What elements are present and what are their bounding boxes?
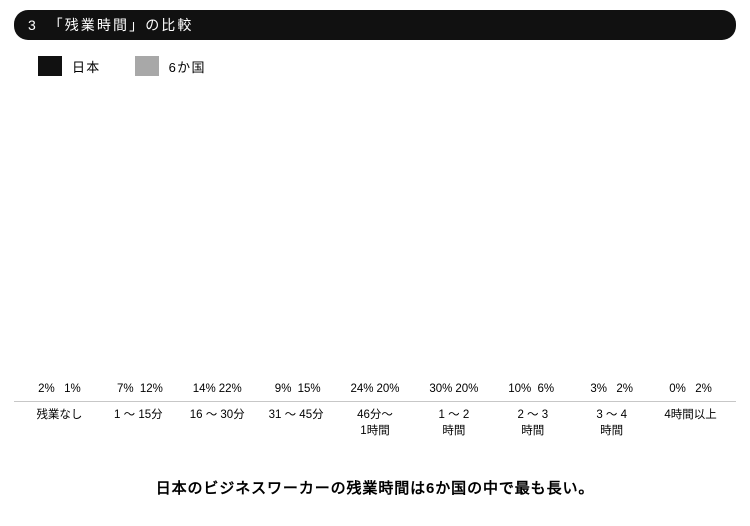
bar-value-label: 10% — [508, 383, 531, 395]
chart-title-bar: 3 「残業時間」の比較 — [14, 10, 736, 40]
bar-value-label: 3% — [590, 383, 607, 395]
chart-caption: 日本のビジネスワーカーの残業時間は6か国の中で最も長い。 — [0, 477, 750, 498]
bar-value-label: 2% — [695, 383, 712, 395]
bar-value-label: 24% — [350, 383, 373, 395]
chart-plot: 2%1%7%12%14%22%9%15%24%20%30%20%10%6%3%2… — [14, 62, 736, 402]
bar-value-label: 12% — [140, 383, 163, 395]
chart-area: 2%1%7%12%14%22%9%15%24%20%30%20%10%6%3%2… — [14, 62, 736, 452]
xaxis-label: 3 ～ 4 時間 — [572, 408, 651, 439]
bar-value-label: 30% — [429, 383, 452, 395]
bar-value-label: 20% — [376, 383, 399, 395]
xaxis-label: 46分～ 1時間 — [336, 408, 415, 439]
bar-value-label: 1% — [64, 383, 81, 395]
bar-value-label: 0% — [669, 383, 686, 395]
title-number: 3 — [28, 17, 37, 33]
xaxis-label: 1 ～ 2 時間 — [414, 408, 493, 439]
xaxis-label: 4時間以上 — [651, 408, 730, 439]
bar-value-label: 6% — [537, 383, 554, 395]
bar-value-label: 22% — [219, 383, 242, 395]
xaxis-label: 2 ～ 3 時間 — [493, 408, 572, 439]
bar-value-label: 15% — [298, 383, 321, 395]
chart-xaxis: 残業なし1 ～ 15分16 ～ 30分31 ～ 45分46分～ 1時間1 ～ 2… — [14, 402, 736, 439]
bar-value-label: 2% — [616, 383, 633, 395]
xaxis-label: 残業なし — [20, 408, 99, 439]
bar-value-label: 9% — [275, 383, 292, 395]
bar-value-label: 7% — [117, 383, 134, 395]
bar-value-label: 2% — [38, 383, 55, 395]
bar-value-label: 14% — [193, 383, 216, 395]
xaxis-label: 1 ～ 15分 — [99, 408, 178, 439]
title-text: 「残業時間」の比較 — [49, 15, 194, 35]
xaxis-label: 31 ～ 45分 — [257, 408, 336, 439]
bar-value-label: 20% — [455, 383, 478, 395]
xaxis-label: 16 ～ 30分 — [178, 408, 257, 439]
